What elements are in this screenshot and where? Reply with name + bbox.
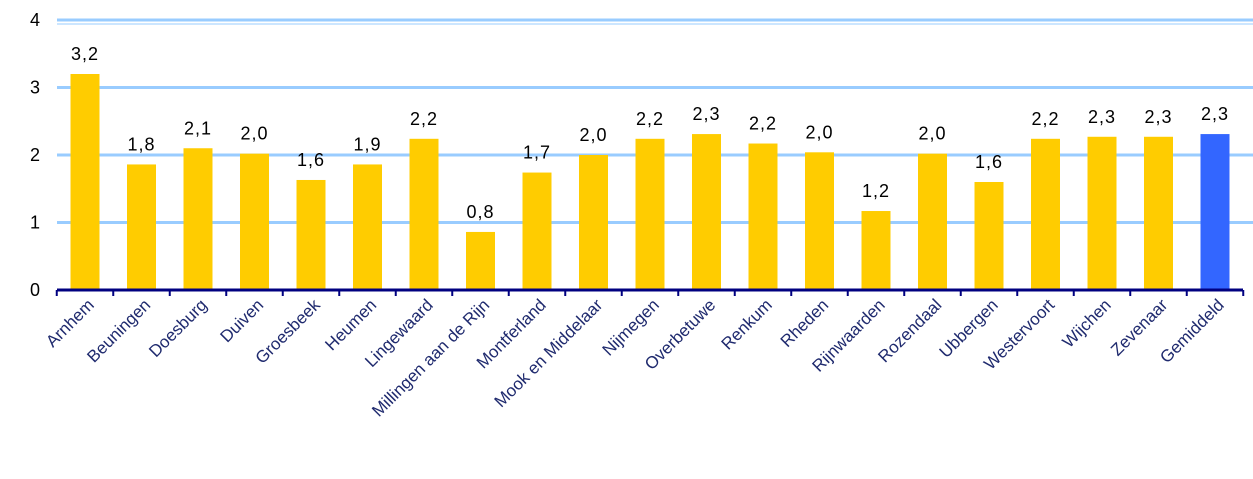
bar-renkum [748,143,778,290]
bar-groesbeek [296,179,326,290]
y-axis-ticks: 0 1 2 3 4 [30,10,40,300]
bar-doesburg [183,148,213,290]
value-label-renkum: 2,2 [749,114,777,134]
bar-rheden [805,152,834,290]
value-label-zevenaar: 2,3 [1144,107,1172,127]
category-label-mook-en-middelaar: Mook en Middelaar [491,295,607,411]
value-label-arnhem: 3,2 [71,44,99,64]
value-label-westervoort: 2,2 [1031,109,1059,129]
bar-wijchen [1087,136,1117,290]
bar-westervoort [1031,138,1060,290]
bar-gemiddeld [1200,134,1230,290]
x-axis [55,288,1245,296]
category-label-doesburg: Doesburg [145,295,211,361]
bar-lingewaard [409,138,439,290]
value-label-heumen: 1,9 [353,134,381,154]
value-label-gemiddeld: 2,3 [1201,104,1229,124]
bar-duiven [240,153,269,290]
value-label-groesbeek: 1,6 [297,150,325,170]
category-label-duiven: Duiven [216,295,267,346]
y-tick-label-1: 1 [30,213,40,233]
value-label-nijmegen: 2,2 [636,109,664,129]
value-label-rozendaal: 2,0 [918,124,946,144]
category-label-rheden: Rheden [777,295,833,351]
y-tick-label-3: 3 [30,78,40,98]
value-label-duiven: 2,0 [240,124,268,144]
bar-arnhem [70,74,100,290]
value-label-mook-en-middelaar: 2,0 [579,125,607,145]
category-label-renkum: Renkum [718,295,776,353]
bar-montferland [522,172,552,290]
bar-ubbergen [974,182,1004,290]
bar-rozendaal [918,153,947,290]
bar-nijmegen [635,138,665,290]
category-label-arnhem: Arnhem [42,295,98,351]
value-label-millingen-aan-de-rijn: 0,8 [466,202,494,222]
value-label-rijnwaarden: 1,2 [862,181,890,201]
value-label-rheden: 2,0 [805,122,833,142]
value-labels: 3,2 1,8 2,1 2,0 1,6 1,9 2,2 0,8 1,7 2,0 2,2 2,3 2,2 2… [71,44,1229,222]
y-tick-label-0: 0 [30,280,40,300]
y-tick-label-2: 2 [30,145,40,165]
category-label-heumen: Heumen [321,295,380,354]
bar-millingen-aan-de-rijn [466,231,495,290]
value-label-doesburg: 2,1 [184,118,212,138]
bar-rijnwaarden [861,211,891,290]
value-label-overbetuwe: 2,3 [692,104,720,124]
bar-beuningen [127,164,156,290]
y-tick-label-4: 4 [30,10,40,30]
bar-heumen [353,164,382,290]
category-label-wijchen: Wijchen [1059,295,1115,351]
value-label-montferland: 1,7 [523,143,551,163]
bar-zevenaar [1144,136,1173,290]
value-label-ubbergen: 1,6 [975,152,1003,172]
bars [70,74,1230,290]
value-label-beuningen: 1,8 [127,134,155,154]
bar-overbetuwe [692,134,721,290]
bar-mook-en-middelaar [579,155,608,290]
value-label-lingewaard: 2,2 [410,109,438,129]
value-label-wijchen: 2,3 [1088,107,1116,127]
